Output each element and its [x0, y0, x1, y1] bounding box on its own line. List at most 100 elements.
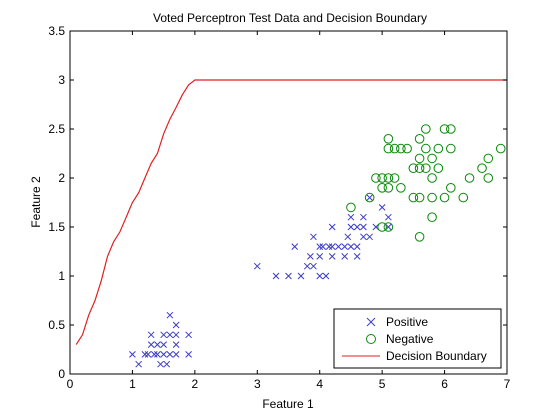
legend-marker-positive — [366, 317, 376, 327]
negative-point — [483, 173, 494, 183]
y-tick-label: 2.5 — [48, 122, 65, 136]
positive-point — [144, 351, 152, 358]
x-tick-label: 7 — [504, 377, 511, 391]
positive-point — [253, 262, 261, 270]
positive-point — [366, 194, 374, 201]
negative-point — [427, 212, 437, 222]
positive-point — [360, 213, 367, 221]
positive-point — [172, 341, 180, 348]
negative-point — [364, 192, 375, 203]
positive-point — [172, 321, 180, 329]
negative-point — [446, 143, 456, 154]
x-tick-label: 0 — [67, 377, 74, 391]
positive-point — [272, 272, 280, 280]
y-tick-label: 0 — [58, 367, 65, 381]
positive-point — [160, 331, 167, 339]
negative-point — [371, 173, 381, 183]
positive-point — [166, 331, 174, 339]
negative-point — [427, 192, 437, 203]
negative-point — [458, 192, 469, 203]
positive-point — [347, 213, 355, 221]
negative-point — [421, 143, 431, 154]
positive-point — [185, 351, 192, 358]
positive-point — [291, 243, 299, 250]
positive-point — [147, 331, 155, 339]
decision-boundary-line — [75, 79, 507, 345]
positive-point — [163, 360, 171, 368]
positive-point — [347, 243, 355, 250]
legend-box — [333, 308, 502, 369]
negative-point — [346, 202, 356, 213]
legend: Positive Negative Decision Boundary — [333, 308, 502, 369]
x-tick-label: 3 — [254, 377, 261, 391]
negative-point — [383, 222, 394, 232]
positive-point — [316, 253, 324, 260]
chart-title: Voted Perceptron Test Data and Decision … — [153, 11, 427, 25]
positive-point — [322, 272, 330, 280]
negative-point — [421, 163, 431, 173]
x-axis-label: Feature 1 — [262, 397, 314, 411]
negative-point — [414, 134, 425, 144]
positive-point — [328, 243, 336, 250]
negative-point — [439, 124, 450, 134]
positive-point — [344, 233, 352, 241]
negative-point — [396, 183, 406, 193]
negative-point — [427, 153, 437, 164]
negative-point — [414, 232, 425, 242]
y-tick-label: 2 — [58, 171, 65, 185]
negative-point — [495, 143, 506, 154]
positive-point — [316, 243, 324, 250]
positive-point — [172, 331, 180, 339]
negative-point — [446, 183, 456, 193]
y-axis-label: Feature 2 — [29, 176, 43, 228]
negative-point — [433, 143, 444, 154]
negative-point — [483, 153, 494, 164]
positive-point — [360, 233, 367, 241]
positive-point — [310, 233, 317, 241]
positive-point — [328, 253, 336, 260]
positive-point — [150, 351, 158, 358]
negative-point — [464, 173, 475, 183]
positive-point — [316, 272, 324, 280]
negative-point — [439, 192, 450, 203]
y-tick-label: 3.5 — [48, 24, 65, 38]
positive-point — [347, 223, 355, 231]
legend-label-decision-boundary: Decision Boundary — [386, 349, 487, 363]
negative-point — [383, 134, 394, 144]
positive-point — [378, 204, 386, 211]
positive-point — [166, 311, 174, 319]
plot-frame — [69, 30, 508, 375]
negative-point — [377, 183, 387, 193]
negative-point — [446, 124, 456, 134]
positive-point — [172, 351, 180, 358]
negative-point — [389, 173, 400, 183]
positive-point — [166, 351, 174, 358]
positive-point — [360, 223, 367, 231]
positive-point — [135, 360, 143, 368]
negative-point — [402, 143, 412, 154]
positive-point — [325, 243, 333, 250]
legend-label-positive: Positive — [386, 315, 428, 329]
positive-point — [353, 223, 361, 231]
y-tick-label: 1 — [58, 269, 65, 283]
negative-point — [477, 163, 487, 173]
negative-point — [383, 183, 394, 193]
positive-point — [366, 233, 374, 241]
negative-point — [383, 173, 394, 183]
negative-point — [389, 143, 400, 154]
x-tick-label: 2 — [192, 377, 199, 391]
negative-point — [377, 222, 387, 232]
positive-point — [328, 223, 336, 231]
positive-point — [306, 253, 314, 260]
positive-point — [141, 351, 149, 358]
positive-point — [341, 243, 349, 250]
negative-point — [414, 153, 425, 164]
positive-point — [341, 253, 349, 260]
negative-point — [408, 192, 419, 203]
x-tick-label: 6 — [441, 377, 448, 391]
positive-point — [160, 351, 167, 358]
legend-marker-negative — [366, 334, 376, 344]
positive-point — [297, 272, 305, 280]
y-tick-label: 0.5 — [48, 318, 65, 332]
